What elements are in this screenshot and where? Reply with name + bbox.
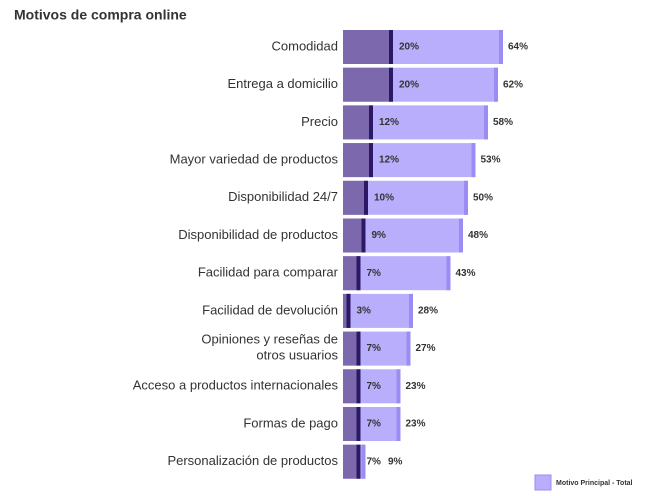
legend-label: Motivo Principal - Total bbox=[556, 480, 633, 487]
bar bbox=[343, 105, 373, 140]
bar-body bbox=[343, 369, 361, 404]
bar-edge bbox=[484, 105, 488, 140]
value-label: 58% bbox=[493, 117, 513, 128]
bar bbox=[343, 444, 361, 479]
value-label: 12% bbox=[379, 155, 399, 166]
value-label: 23% bbox=[406, 419, 426, 430]
category-label: Facilidad de devolución bbox=[202, 302, 338, 317]
value-label: 20% bbox=[399, 42, 419, 53]
bar-body bbox=[343, 444, 361, 479]
bar-edge bbox=[459, 218, 463, 253]
bar-edge bbox=[446, 256, 451, 291]
bar-edge bbox=[356, 444, 361, 479]
bar-edge bbox=[356, 369, 361, 404]
bar bbox=[343, 293, 351, 328]
bar-body bbox=[343, 105, 373, 140]
value-label: 7% bbox=[367, 419, 382, 430]
bar-edge bbox=[356, 407, 361, 441]
bar-edge bbox=[346, 293, 351, 328]
bar-edge bbox=[364, 180, 368, 215]
bar-edge bbox=[361, 444, 366, 479]
value-label: 3% bbox=[357, 306, 372, 317]
bar-body bbox=[343, 67, 393, 102]
bar bbox=[343, 143, 373, 178]
value-label: 7% bbox=[367, 343, 382, 354]
bar-body bbox=[343, 256, 361, 291]
value-label: 9% bbox=[388, 456, 403, 467]
bar-edge bbox=[369, 105, 373, 140]
value-label: 62% bbox=[503, 79, 523, 90]
bar-edge bbox=[409, 293, 413, 328]
category-label: Opiniones y reseñas de otros usuarios bbox=[201, 332, 338, 363]
category-label: Acceso a productos internacionales bbox=[133, 378, 339, 393]
value-label: 27% bbox=[416, 343, 436, 354]
value-label: 12% bbox=[379, 117, 399, 128]
category-label: Disponibilidad de productos bbox=[178, 227, 338, 242]
bar-body bbox=[343, 30, 393, 64]
bar-body bbox=[343, 256, 451, 291]
value-label: 50% bbox=[473, 192, 493, 203]
value-label: 28% bbox=[418, 306, 438, 317]
bar-edge bbox=[464, 180, 468, 215]
category-label: Precio bbox=[301, 114, 338, 129]
bar-body bbox=[343, 143, 373, 178]
bar-body bbox=[343, 331, 361, 366]
bar-edge bbox=[396, 369, 401, 404]
bar-edge bbox=[389, 67, 393, 102]
bar bbox=[343, 256, 451, 291]
bar bbox=[343, 369, 361, 404]
category-label: Disponibilidad 24/7 bbox=[228, 189, 338, 204]
category-label: Mayor variedad de productos bbox=[170, 152, 339, 167]
value-label: 64% bbox=[508, 42, 528, 53]
value-label: 10% bbox=[374, 192, 394, 203]
legend-swatch bbox=[534, 474, 552, 491]
bar bbox=[343, 256, 361, 291]
bar-body bbox=[343, 293, 413, 328]
bar bbox=[343, 218, 366, 253]
bar-edge bbox=[369, 143, 373, 178]
chart-title: Motivos de compra online bbox=[14, 7, 187, 23]
bar bbox=[343, 331, 361, 366]
bar-edge bbox=[396, 407, 401, 441]
bar bbox=[343, 180, 368, 215]
bar bbox=[343, 67, 393, 102]
bar bbox=[343, 407, 361, 441]
value-label: 23% bbox=[406, 381, 426, 392]
category-label: Facilidad para comparar bbox=[198, 265, 339, 280]
bar-edge bbox=[494, 67, 498, 102]
bar-edge bbox=[356, 331, 361, 366]
bar-edge bbox=[406, 331, 411, 366]
value-label: 7% bbox=[367, 381, 382, 392]
value-label: 9% bbox=[372, 230, 387, 241]
bar bbox=[343, 293, 413, 328]
value-label: 53% bbox=[481, 155, 501, 166]
bar-edge bbox=[356, 256, 361, 291]
value-label: 48% bbox=[468, 230, 488, 241]
bar-body bbox=[343, 407, 361, 441]
bar-body bbox=[343, 218, 366, 253]
bar bbox=[343, 30, 393, 64]
bar-edge bbox=[389, 30, 393, 64]
category-label: Comodidad bbox=[272, 38, 339, 53]
category-label: Personalización de productos bbox=[167, 453, 338, 468]
bar-edge bbox=[499, 30, 503, 64]
value-label: 43% bbox=[456, 268, 476, 279]
bar-edge bbox=[361, 218, 366, 253]
bar-body bbox=[343, 180, 368, 215]
bar-edge bbox=[471, 143, 476, 178]
value-label: 20% bbox=[399, 79, 419, 90]
category-label: Entrega a domicilio bbox=[227, 76, 338, 91]
value-label: 7% bbox=[367, 268, 382, 279]
category-label: Formas de pago bbox=[243, 415, 338, 430]
value-label: 7% bbox=[367, 456, 382, 467]
